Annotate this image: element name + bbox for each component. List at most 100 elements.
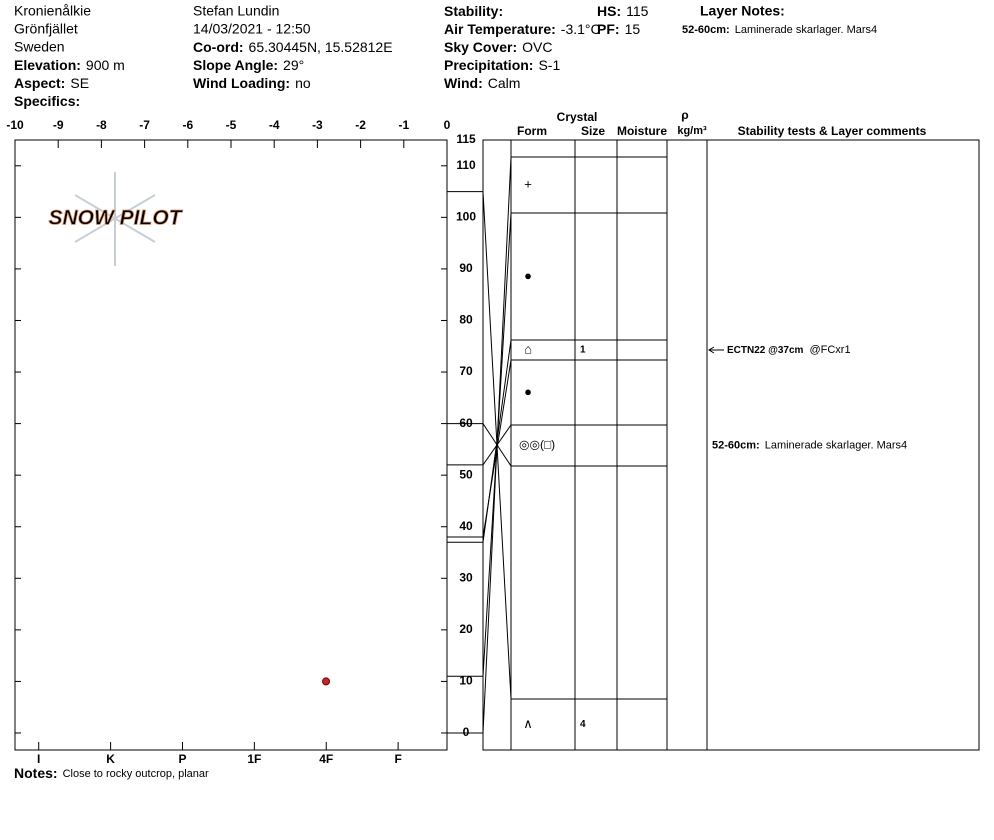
x-tick-label: -8 xyxy=(96,118,107,132)
hardness-tick-label: F xyxy=(394,752,401,766)
y-tick-label: 80 xyxy=(459,313,473,327)
grain-size: 4 xyxy=(580,719,586,730)
col-header: Moisture xyxy=(617,124,667,138)
field: Elevation: 900 m xyxy=(14,57,125,73)
x-tick-label: -1 xyxy=(398,118,409,132)
field-label: Aspect: xyxy=(14,75,65,91)
field-value: 115 xyxy=(626,3,649,19)
col-header: Size xyxy=(581,124,605,138)
field-value: 900 m xyxy=(86,57,125,73)
field-value: 29° xyxy=(283,57,304,73)
field: Slope Angle: 29° xyxy=(193,57,304,73)
y-tick-label: 100 xyxy=(456,210,476,224)
x-tick-label: -3 xyxy=(312,118,323,132)
field: Co-ord: 65.30445N, 15.52812E xyxy=(193,39,393,55)
field: Stability: xyxy=(444,3,503,19)
y-tick-label: 20 xyxy=(459,622,473,636)
grain-size: 1 xyxy=(580,345,586,356)
y-tick-label: 60 xyxy=(459,416,473,430)
depth-connector xyxy=(447,156,512,734)
depth-connector xyxy=(447,212,512,677)
temperature-point xyxy=(322,677,331,686)
field-value: Close to rocky outcrop, planar xyxy=(63,768,209,780)
field-value: Calm xyxy=(488,75,521,91)
logo-text: SNOW PILOT xyxy=(49,207,184,230)
field: 52-60cm: Laminerade skarlager. Mars4 xyxy=(682,24,877,36)
x-tick-label: -4 xyxy=(269,118,280,132)
field: HS: 115 xyxy=(597,3,649,19)
field-value: no xyxy=(295,75,311,91)
hardness-tick-label: I xyxy=(37,752,40,766)
field-label: Sky Cover: xyxy=(444,39,517,55)
field-label: 52-60cm: xyxy=(712,439,760,451)
field-value: Laminerade skarlager. Mars4 xyxy=(735,24,877,36)
test-arrow xyxy=(708,346,724,354)
field-value: SE xyxy=(70,75,89,91)
field: Grönfjället xyxy=(14,21,78,37)
field-label: Stability: xyxy=(444,3,503,19)
grain-form: + xyxy=(524,176,532,191)
field: Wind Loading: no xyxy=(193,75,311,91)
field-label: Air Temperature: xyxy=(444,21,556,37)
y-tick-label: 110 xyxy=(456,158,476,172)
y-tick-label: 0 xyxy=(463,725,470,739)
stability-test: ECTN22 @37cm @FCxr1 xyxy=(727,344,851,356)
hardness-tick-label: 1F xyxy=(247,752,261,766)
y-tick-label: 10 xyxy=(459,674,473,688)
field-label: Wind: xyxy=(444,75,483,91)
x-tick-label: -6 xyxy=(182,118,193,132)
field-label: Elevation: xyxy=(14,57,81,73)
grain-form: ◎◎(□) xyxy=(519,438,555,452)
profile-frame xyxy=(14,139,448,751)
field-value: S-1 xyxy=(538,57,560,73)
x-tick-label: 0 xyxy=(444,118,451,132)
y-tick-label: 30 xyxy=(459,570,473,584)
field: Sky Cover: OVC xyxy=(444,39,553,55)
field-label: Notes: xyxy=(14,765,58,781)
hardness-tick-label: 4F xyxy=(319,752,333,766)
field-value: 15 xyxy=(625,21,641,37)
depth-connector xyxy=(447,424,512,466)
test-label: ECTN22 @37cm xyxy=(727,345,804,356)
y-tick-label: 40 xyxy=(459,519,473,533)
hardness-tick-label: P xyxy=(178,752,186,766)
field-value: -3.1°C xyxy=(561,21,601,37)
x-tick-label: -2 xyxy=(355,118,366,132)
col-header: Form xyxy=(517,124,547,138)
field: Precipitation: S-1 xyxy=(444,57,560,73)
depth-connector xyxy=(447,339,512,543)
field: Wind: Calm xyxy=(444,75,520,91)
col-header: kg/m³ xyxy=(677,125,707,137)
field: Air Temperature: -3.1°C xyxy=(444,21,601,37)
col-header: ρ xyxy=(681,108,688,122)
field: 14/03/2021 - 12:50 xyxy=(193,21,311,37)
x-tick-label: -5 xyxy=(226,118,237,132)
field-label: 52-60cm: xyxy=(682,24,730,36)
depth-connector xyxy=(447,191,512,700)
logo xyxy=(74,172,156,266)
depth-connector xyxy=(447,423,512,467)
table-frame xyxy=(482,139,980,751)
logo-flake xyxy=(74,194,156,243)
field-label: HS: xyxy=(597,3,621,19)
field-label: Co-ord: xyxy=(193,39,244,55)
field: Stefan Lundin xyxy=(193,3,279,19)
field: 52-60cm: Laminerade skarlager. Mars4 xyxy=(712,439,907,451)
field-value: 65.30445N, 15.52812E xyxy=(249,39,393,55)
y-tick-label: 115 xyxy=(456,132,476,146)
field-label: Slope Angle: xyxy=(193,57,278,73)
field: PF: 15 xyxy=(597,21,640,37)
grain-form: ● xyxy=(524,268,532,283)
grain-form: ● xyxy=(524,384,532,399)
field: Specifics: xyxy=(14,93,80,109)
hardness-tick-label: K xyxy=(106,752,115,766)
field: Notes: Close to rocky outcrop, planar xyxy=(14,765,209,781)
test-result: @FCxr1 xyxy=(809,344,850,356)
field-label: Specifics: xyxy=(14,93,80,109)
field-label: Wind Loading: xyxy=(193,75,290,91)
field: Sweden xyxy=(14,39,65,55)
field-value: Laminerade skarlager. Mars4 xyxy=(765,439,907,451)
col-header: Crystal xyxy=(557,110,598,124)
col-header: Stability tests & Layer comments xyxy=(738,124,927,138)
